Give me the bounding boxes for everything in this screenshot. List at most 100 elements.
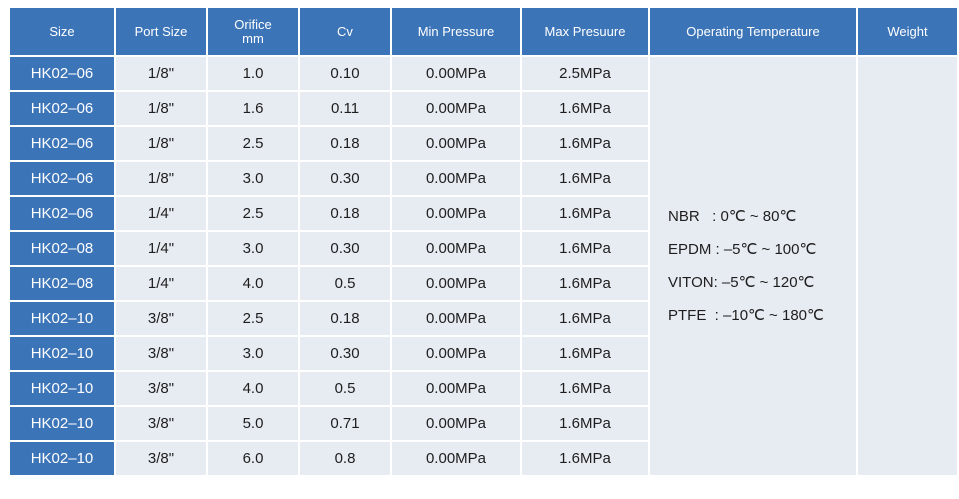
temperature-line: VITON: –5℃ ~ 120℃ [668, 274, 815, 291]
size-cell: HK02–10 [10, 407, 114, 440]
orifice-cell: 4.0 [208, 267, 298, 300]
table-row: HK02–10 3/8" 2.5 0.18 0.00MPa 1.6MPa [10, 302, 957, 335]
spec-table: Size Port Size Orifice mm Cv Min Pressur… [8, 6, 959, 477]
port-size-cell: 1/8" [116, 92, 206, 125]
cv-cell: 0.30 [300, 232, 390, 265]
cv-cell: 0.30 [300, 162, 390, 195]
cv-cell: 0.71 [300, 407, 390, 440]
orifice-cell: 3.0 [208, 337, 298, 370]
max-pressure-cell: 1.6MPa [522, 372, 648, 405]
orifice-cell: 5.0 [208, 407, 298, 440]
size-cell: HK02–08 [10, 232, 114, 265]
max-pressure-cell: 1.6MPa [522, 337, 648, 370]
header-size: Size [10, 8, 114, 55]
orifice-cell: 1.0 [208, 57, 298, 90]
max-pressure-cell: 1.6MPa [522, 442, 648, 475]
temperature-line: NBR : 0℃ ~ 80℃ [668, 208, 797, 225]
max-pressure-cell: 1.6MPa [522, 127, 648, 160]
temperature-line: PTFE : –10℃ ~ 180℃ [668, 307, 824, 324]
max-pressure-cell: 2.5MPa [522, 57, 648, 90]
min-pressure-cell: 0.00MPa [392, 232, 520, 265]
orifice-cell: 3.0 [208, 232, 298, 265]
min-pressure-cell: 0.00MPa [392, 442, 520, 475]
table-row: HK02–06 1/4" 2.5 0.18 0.00MPa 1.6MPa [10, 197, 957, 230]
min-pressure-cell: 0.00MPa [392, 57, 520, 90]
header-orifice-label: Orifice [234, 16, 272, 32]
max-pressure-cell: 1.6MPa [522, 267, 648, 300]
port-size-cell: 3/8" [116, 407, 206, 440]
orifice-cell: 2.5 [208, 197, 298, 230]
size-cell: HK02–06 [10, 197, 114, 230]
orifice-cell: 6.0 [208, 442, 298, 475]
temperature-line: EPDM : –5℃ ~ 100℃ [668, 241, 817, 258]
max-pressure-cell: 1.6MPa [522, 407, 648, 440]
size-cell: HK02–06 [10, 57, 114, 90]
header-row: Size Port Size Orifice mm Cv Min Pressur… [10, 8, 957, 55]
size-cell: HK02–10 [10, 302, 114, 335]
table-row: HK02–06 1/8" 3.0 0.30 0.00MPa 1.6MPa [10, 162, 957, 195]
orifice-cell: 3.0 [208, 162, 298, 195]
table-row: HK02–10 3/8" 5.0 0.71 0.00MPa 1.6MPa [10, 407, 957, 440]
table-row: HK02–10 3/8" 3.0 0.30 0.00MPa 1.6MPa [10, 337, 957, 370]
cv-cell: 0.18 [300, 127, 390, 160]
table-row: HK02–06 1/8" 1.6 0.11 0.00MPa 1.6MPa [10, 92, 957, 125]
orifice-cell: 2.5 [208, 127, 298, 160]
min-pressure-cell: 0.00MPa [392, 197, 520, 230]
cv-cell: 0.11 [300, 92, 390, 125]
table-row: HK02–08 1/4" 4.0 0.5 0.00MPa 1.6MPa [10, 267, 957, 300]
header-orifice: Orifice mm [208, 8, 298, 55]
port-size-cell: 1/8" [116, 162, 206, 195]
port-size-cell: 1/4" [116, 197, 206, 230]
size-cell: HK02–10 [10, 337, 114, 370]
size-cell: HK02–06 [10, 127, 114, 160]
operating-temperature-cell: NBR : 0℃ ~ 80℃ EPDM : –5℃ ~ 100℃ VITON: –5… [650, 57, 856, 475]
min-pressure-cell: 0.00MPa [392, 372, 520, 405]
max-pressure-cell: 1.6MPa [522, 162, 648, 195]
min-pressure-cell: 0.00MPa [392, 302, 520, 335]
header-operating-temperature: Operating Temperature [650, 8, 856, 55]
cv-cell: 0.18 [300, 197, 390, 230]
orifice-cell: 2.5 [208, 302, 298, 335]
max-pressure-cell: 1.6MPa [522, 302, 648, 335]
cv-cell: 0.8 [300, 442, 390, 475]
port-size-cell: 1/4" [116, 267, 206, 300]
port-size-cell: 3/8" [116, 442, 206, 475]
min-pressure-cell: 0.00MPa [392, 127, 520, 160]
min-pressure-cell: 0.00MPa [392, 267, 520, 300]
orifice-cell: 1.6 [208, 92, 298, 125]
port-size-cell: 1/8" [116, 57, 206, 90]
max-pressure-cell: 1.6MPa [522, 232, 648, 265]
port-size-cell: 3/8" [116, 372, 206, 405]
header-orifice-unit: mm [242, 30, 264, 46]
orifice-cell: 4.0 [208, 372, 298, 405]
header-port-size: Port Size [116, 8, 206, 55]
port-size-cell: 3/8" [116, 337, 206, 370]
cv-cell: 0.10 [300, 57, 390, 90]
port-size-cell: 1/4" [116, 232, 206, 265]
min-pressure-cell: 0.00MPa [392, 337, 520, 370]
port-size-cell: 1/8" [116, 127, 206, 160]
size-cell: HK02–06 [10, 162, 114, 195]
min-pressure-cell: 0.00MPa [392, 162, 520, 195]
header-cv: Cv [300, 8, 390, 55]
table-row: HK02–08 1/4" 3.0 0.30 0.00MPa 1.6MPa [10, 232, 957, 265]
size-cell: HK02–10 [10, 372, 114, 405]
size-cell: HK02–06 [10, 92, 114, 125]
header-max-pressure: Max Presuure [522, 8, 648, 55]
max-pressure-cell: 1.6MPa [522, 197, 648, 230]
table-row: HK02–10 3/8" 4.0 0.5 0.00MPa 1.6MPa [10, 372, 957, 405]
table-row: HK02–06 1/8" 1.0 0.10 0.00MPa 2.5MPa NBR : 0℃ … [10, 57, 957, 475]
header-weight: Weight [858, 8, 957, 55]
max-pressure-cell: 1.6MPa [522, 92, 648, 125]
cv-cell: 0.18 [300, 302, 390, 335]
cv-cell: 0.30 [300, 337, 390, 370]
table-row: HK02–10 3/8" 6.0 0.8 0.00MPa 1.6MPa [10, 442, 957, 475]
min-pressure-cell: 0.00MPa [392, 407, 520, 440]
weight-cell [858, 57, 957, 475]
size-cell: HK02–08 [10, 267, 114, 300]
header-min-pressure: Min Pressure [392, 8, 520, 55]
min-pressure-cell: 0.00MPa [392, 92, 520, 125]
table-row: HK02–06 1/8" 2.5 0.18 0.00MPa 1.6MPa [10, 127, 957, 160]
table-body: HK02–06 1/8" 1.0 0.10 0.00MPa 2.5MPa NBR : 0℃ … [10, 57, 957, 475]
size-cell: HK02–10 [10, 442, 114, 475]
